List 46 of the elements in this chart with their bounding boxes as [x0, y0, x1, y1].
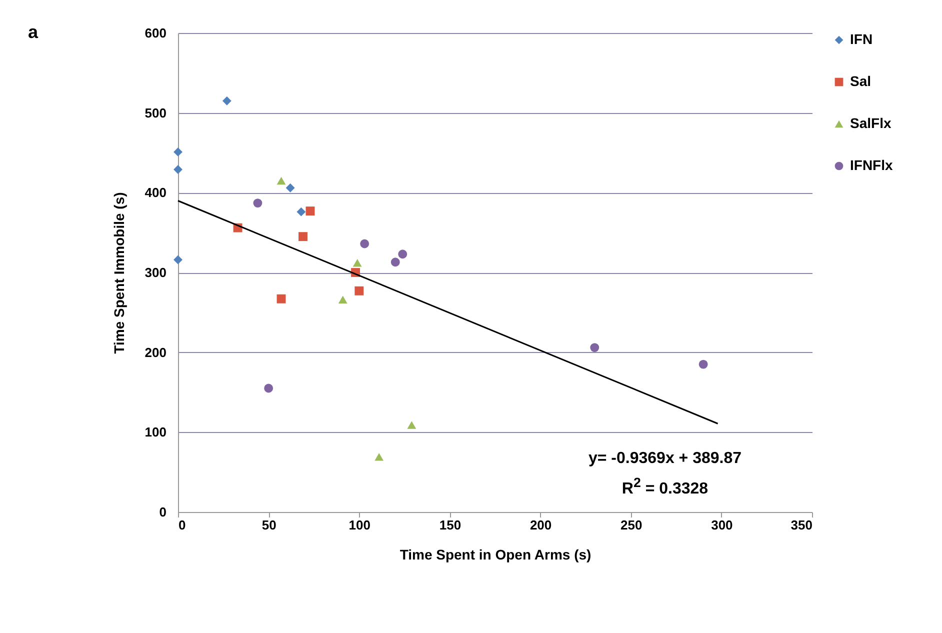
x-tick-label: 200: [530, 518, 552, 532]
annotation: y= -0.9369x + 389.87: [587, 450, 743, 468]
text: a: [28, 22, 38, 43]
x-tick-label: 0: [178, 518, 186, 532]
annotation: R$^{2}$ = 0.3328: [620, 475, 710, 498]
y-tick-label: 0: [159, 504, 166, 520]
y-tick-label: 200: [144, 344, 166, 360]
point: [390, 258, 400, 267]
x-tick-label: 300: [711, 518, 733, 532]
point: [264, 384, 274, 393]
legend-label: IFNFlx: [850, 157, 893, 173]
point: [374, 453, 384, 461]
point: [398, 250, 408, 259]
x-tick-label: 150: [439, 518, 462, 532]
legend-label: IFN: [850, 31, 873, 47]
point: [174, 147, 182, 156]
point: [338, 296, 348, 304]
x-tick-label: 250: [620, 518, 642, 532]
point: [354, 286, 364, 296]
point: [298, 232, 308, 242]
y-tick-label: 400: [144, 185, 166, 200]
y-axis-title: Time Spent Immobile (s): [110, 192, 127, 354]
point: [698, 360, 708, 369]
point: [352, 259, 362, 267]
point: [253, 198, 262, 208]
y-tick-label: 100: [144, 424, 166, 440]
point: [590, 343, 600, 352]
point: [174, 255, 182, 264]
y-tick-label: 500: [144, 105, 166, 120]
x-tick-label: 50: [262, 518, 276, 532]
point: [276, 294, 286, 304]
point: [296, 207, 306, 216]
point: [286, 183, 295, 192]
point: [407, 421, 416, 429]
point: [306, 206, 315, 216]
y-tick-label: 600: [144, 26, 166, 40]
x-tick-label: 100: [348, 518, 370, 532]
point: [222, 96, 232, 106]
point: [276, 176, 286, 185]
x-tick-label: 350: [790, 518, 812, 532]
point: [360, 239, 370, 248]
legend-label: SalFlx: [850, 115, 892, 131]
legend-label: Sal: [850, 73, 872, 89]
point: [174, 165, 182, 174]
y-tick-label: 300: [144, 265, 166, 280]
x-axis-title: Time Spent in Open Arms (s): [400, 546, 592, 562]
